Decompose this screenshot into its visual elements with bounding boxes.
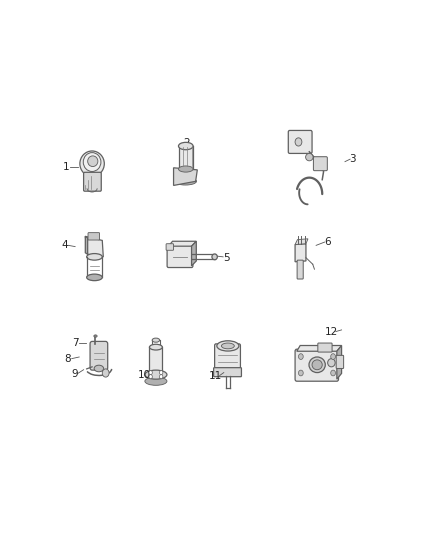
Ellipse shape: [94, 335, 97, 337]
Text: 4: 4: [61, 240, 67, 251]
Text: 2: 2: [183, 138, 190, 148]
Ellipse shape: [212, 254, 217, 260]
FancyBboxPatch shape: [167, 245, 193, 268]
Text: 5: 5: [223, 253, 230, 263]
FancyBboxPatch shape: [295, 349, 339, 381]
Ellipse shape: [83, 152, 101, 172]
Ellipse shape: [149, 344, 162, 350]
Circle shape: [331, 354, 336, 359]
Polygon shape: [295, 244, 306, 262]
FancyBboxPatch shape: [314, 157, 327, 171]
Ellipse shape: [309, 357, 325, 373]
Ellipse shape: [87, 254, 102, 260]
Text: 1: 1: [63, 163, 69, 172]
FancyBboxPatch shape: [288, 131, 312, 154]
Text: 10: 10: [138, 370, 151, 380]
Text: 12: 12: [325, 327, 338, 336]
FancyBboxPatch shape: [215, 344, 240, 371]
FancyBboxPatch shape: [84, 172, 101, 191]
Text: 6: 6: [325, 237, 331, 247]
Polygon shape: [295, 239, 308, 245]
FancyBboxPatch shape: [297, 260, 303, 279]
Ellipse shape: [80, 151, 104, 176]
Text: 8: 8: [64, 353, 71, 364]
FancyBboxPatch shape: [149, 347, 162, 375]
Ellipse shape: [178, 142, 193, 150]
FancyBboxPatch shape: [179, 146, 193, 169]
Ellipse shape: [152, 338, 159, 342]
Ellipse shape: [222, 343, 234, 349]
Text: 3: 3: [350, 154, 356, 164]
Polygon shape: [297, 345, 342, 351]
Polygon shape: [85, 236, 88, 254]
Circle shape: [159, 375, 163, 379]
FancyBboxPatch shape: [214, 368, 241, 377]
Ellipse shape: [306, 154, 313, 161]
Ellipse shape: [312, 360, 322, 370]
Text: 7: 7: [72, 338, 79, 348]
FancyBboxPatch shape: [318, 343, 332, 352]
FancyBboxPatch shape: [88, 232, 99, 240]
Polygon shape: [85, 236, 103, 257]
Ellipse shape: [94, 365, 104, 372]
FancyBboxPatch shape: [166, 244, 173, 251]
Ellipse shape: [88, 156, 98, 166]
Circle shape: [149, 370, 152, 375]
Polygon shape: [173, 168, 197, 185]
Circle shape: [102, 369, 109, 377]
Polygon shape: [191, 241, 196, 266]
Circle shape: [298, 354, 303, 359]
Circle shape: [295, 138, 302, 146]
Text: 9: 9: [71, 369, 78, 379]
FancyBboxPatch shape: [336, 356, 344, 368]
Polygon shape: [337, 345, 342, 379]
Circle shape: [159, 370, 163, 375]
Ellipse shape: [87, 274, 102, 281]
FancyBboxPatch shape: [90, 342, 108, 370]
Circle shape: [298, 370, 303, 376]
Ellipse shape: [145, 370, 167, 379]
Ellipse shape: [328, 359, 335, 367]
Ellipse shape: [217, 341, 239, 351]
Ellipse shape: [174, 177, 197, 185]
Polygon shape: [169, 241, 196, 246]
Circle shape: [149, 375, 152, 379]
Circle shape: [331, 370, 336, 376]
Text: 11: 11: [209, 371, 222, 381]
Ellipse shape: [178, 166, 193, 172]
Ellipse shape: [145, 377, 167, 385]
